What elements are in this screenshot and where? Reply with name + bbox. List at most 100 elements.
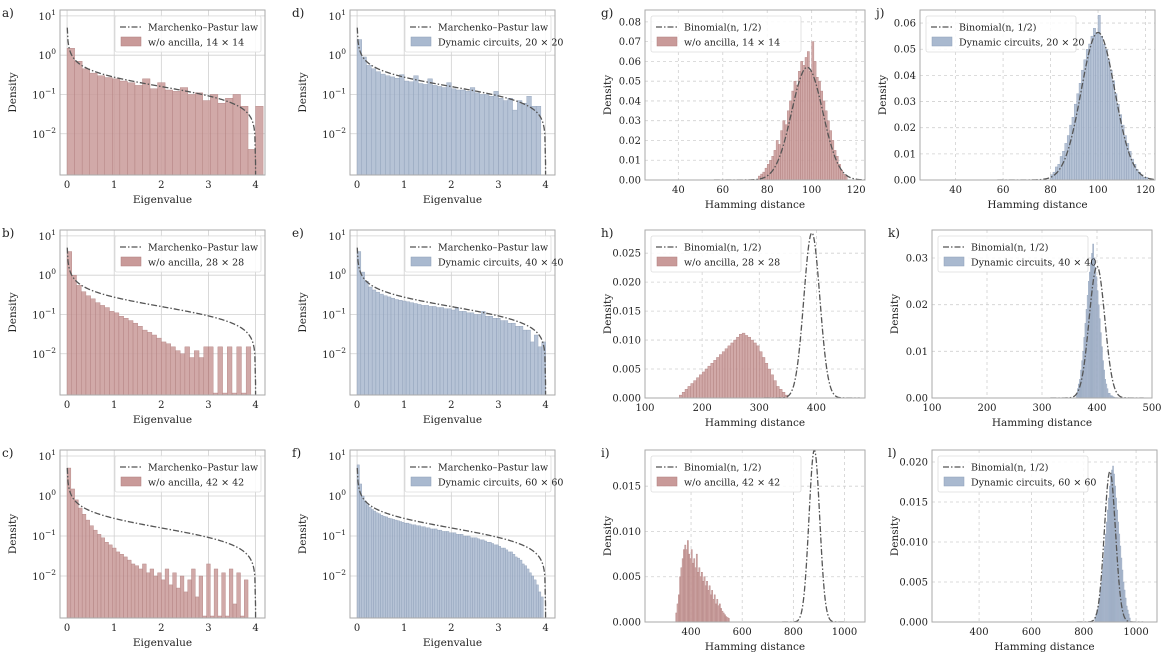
- legend-box: [404, 235, 552, 273]
- histogram-bar: [488, 316, 493, 395]
- histogram-bar: [244, 579, 249, 618]
- histogram-bar: [228, 568, 234, 618]
- histogram-bar: [795, 84, 799, 180]
- histogram-bar: [191, 568, 196, 618]
- y-tick-label: 101: [38, 448, 56, 463]
- histogram-bar: [727, 345, 731, 398]
- histogram-bar: [1074, 103, 1077, 180]
- x-tick-label: 3: [495, 400, 501, 411]
- histogram-bar: [762, 171, 766, 180]
- histogram-bar: [458, 311, 463, 395]
- histogram-bar: [744, 335, 749, 398]
- legend-hist-label: Dynamic circuits, 40 × 40: [438, 258, 563, 269]
- histogram-bar: [1112, 80, 1115, 180]
- legend-curve-label: Binomial(n, 1/2): [971, 463, 1048, 474]
- histogram: [66, 48, 264, 175]
- y-tick-label: 10−1: [322, 306, 346, 321]
- x-tick-label: 80: [1044, 185, 1057, 196]
- x-tick-label: 1: [401, 623, 407, 634]
- y-tick-label: 0.05: [894, 45, 916, 56]
- legend-box: [925, 15, 1077, 53]
- histogram-bar: [189, 357, 195, 395]
- histogram-bar: [380, 515, 384, 618]
- histogram-bar: [78, 507, 83, 618]
- histogram-bar: [493, 91, 499, 175]
- histogram-bar: [739, 334, 743, 398]
- x-tick-label: 400: [681, 627, 700, 638]
- legend-curve-label: Binomial(n, 1/2): [959, 23, 1036, 34]
- reference-curve: [356, 467, 547, 618]
- x-tick-label: 200: [693, 403, 712, 414]
- histogram-bar: [66, 467, 72, 618]
- histogram-bar: [1114, 93, 1118, 180]
- histogram-bar: [750, 339, 754, 398]
- histogram-bar: [394, 299, 399, 395]
- histogram-bar: [179, 353, 186, 395]
- legend-box: [404, 455, 552, 493]
- histogram: [66, 467, 249, 618]
- histogram-bar: [533, 579, 537, 618]
- x-tick-label: 2: [448, 400, 454, 411]
- y-tick-label: 0.010: [612, 336, 641, 347]
- histogram-bar: [469, 87, 476, 175]
- histogram-bar: [134, 565, 139, 618]
- histogram-bar: [515, 326, 520, 395]
- x-axis-label: Eigenvalue: [423, 194, 482, 206]
- histogram-bar: [176, 587, 181, 618]
- y-tick-label: 10−2: [322, 568, 346, 583]
- y-axis-label: Density: [889, 294, 901, 334]
- histogram-bar: [441, 531, 445, 618]
- plot-frame: [931, 229, 1153, 399]
- panel-j: 40 60 80 100 120 0.00 0.01 0.02 0.03 0.04 0.05 0.06…: [874, 6, 1156, 211]
- y-tick-label: 100: [38, 267, 56, 282]
- x-tick-label: 3: [495, 623, 501, 634]
- y-tick-label: 0.015: [612, 307, 641, 318]
- y-axis-label: Density: [7, 292, 19, 332]
- panel-f: 0 1 2 3 4 10−2 10−1 100 101 Eigenvalue Density f) Ma…: [292, 446, 563, 649]
- histogram-bar: [528, 572, 532, 618]
- histogram-bar: [455, 89, 461, 175]
- histogram-bar: [505, 549, 509, 618]
- y-tick-label: 0.005: [612, 572, 641, 583]
- panel-label: f): [292, 446, 301, 460]
- histogram-bar: [842, 173, 846, 180]
- histogram-bar: [736, 336, 740, 398]
- histogram-bar: [161, 579, 166, 618]
- histogram-bar: [146, 332, 153, 395]
- histogram-bar: [387, 517, 391, 618]
- histogram-bar: [202, 100, 211, 175]
- histogram-bar: [142, 78, 151, 175]
- reference-curve: [66, 467, 257, 618]
- histogram-bar: [232, 603, 237, 618]
- histogram-bar: [134, 85, 143, 175]
- y-tick-label: 101: [328, 8, 346, 23]
- x-tick-label: 120: [847, 185, 866, 196]
- histogram-bar: [436, 529, 440, 618]
- histogram-bar: [770, 374, 774, 398]
- histogram-bar: [436, 86, 443, 175]
- histogram-bar: [394, 519, 398, 618]
- legend-hist-swatch: [656, 476, 678, 487]
- histogram-bar: [824, 110, 828, 180]
- histogram-bar: [537, 346, 543, 395]
- y-tick-label: 100: [38, 488, 56, 503]
- histogram-bar: [500, 547, 504, 618]
- histogram-bar: [424, 305, 429, 395]
- plot-frame: [931, 449, 1158, 623]
- x-tick-label: 300: [1032, 403, 1051, 414]
- histogram-bar: [364, 281, 369, 395]
- histogram-bar: [690, 383, 694, 398]
- y-tick-label: 10−1: [32, 528, 56, 543]
- plot-frame: [59, 449, 266, 619]
- histogram-bar: [401, 522, 405, 618]
- histogram-bar: [789, 100, 792, 180]
- histogram-bar: [811, 41, 815, 180]
- legend-hist-label: w/o ancilla, 14 × 14: [684, 38, 780, 49]
- histogram-bar: [93, 529, 98, 618]
- histogram-bar: [1100, 35, 1103, 180]
- x-tick-label: 600: [733, 627, 752, 638]
- histogram-bar: [153, 575, 158, 618]
- histogram-bar: [232, 94, 241, 175]
- histogram-bar: [1066, 135, 1070, 180]
- y-tick-label: 0.02: [894, 123, 916, 134]
